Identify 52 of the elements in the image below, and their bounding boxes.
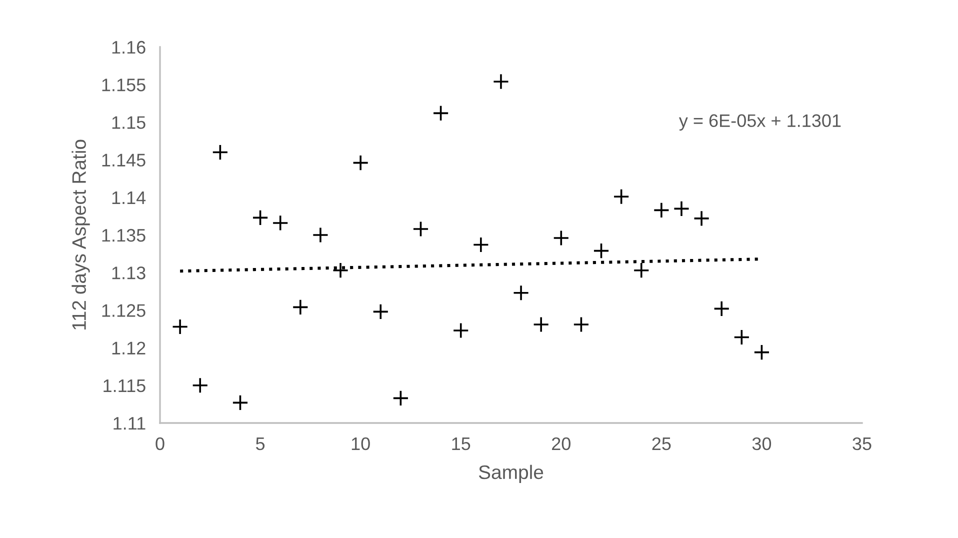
point xyxy=(212,144,228,160)
x-tick-label: 30 xyxy=(752,437,772,450)
y-tick-label: 1.11 xyxy=(114,417,146,430)
y-tick-label: 1.135 xyxy=(102,228,146,242)
annotation: y = 6E-05x + 1.1301 xyxy=(678,114,841,131)
point xyxy=(192,377,208,394)
point xyxy=(673,200,690,217)
x-tick-label: 25 xyxy=(652,437,671,450)
x-tick-label: 5 xyxy=(256,438,265,450)
point xyxy=(754,344,770,360)
point xyxy=(512,284,530,302)
point xyxy=(312,226,329,244)
point xyxy=(532,316,550,333)
y-tick-label: 1.115 xyxy=(104,380,146,392)
x-tick-label: 15 xyxy=(452,438,470,450)
point xyxy=(432,104,449,122)
y-tick-label: 1.145 xyxy=(102,154,146,167)
x-tick-label: 10 xyxy=(352,437,370,450)
point xyxy=(172,318,188,335)
point xyxy=(332,262,349,279)
point xyxy=(552,230,570,246)
point xyxy=(593,242,610,259)
y-tick-label: 1.15 xyxy=(112,116,146,129)
y-tick-label: 1.12 xyxy=(112,342,146,354)
point xyxy=(573,316,590,333)
point xyxy=(412,220,429,238)
point xyxy=(633,262,650,279)
point xyxy=(392,390,409,406)
point xyxy=(252,210,268,226)
y-tick-label: 1.155 xyxy=(102,78,146,92)
point xyxy=(713,300,730,317)
x-tick-label: 0 xyxy=(156,437,164,450)
y-tick-label: 1.14 xyxy=(112,192,146,204)
point xyxy=(292,299,309,316)
point xyxy=(452,322,470,339)
x-tick-label: 20 xyxy=(552,437,570,450)
x-axis-title: Sample xyxy=(478,464,544,483)
point xyxy=(232,394,248,411)
point xyxy=(492,73,510,90)
x-tick-label: 35 xyxy=(852,437,872,450)
point xyxy=(613,188,630,205)
point xyxy=(733,329,750,346)
point xyxy=(372,304,389,320)
y-axis-title: 112 days Aspect Ratio xyxy=(72,140,90,330)
y-tick-label: 1.125 xyxy=(102,304,146,317)
point xyxy=(272,214,289,232)
y-tick-label: 1.16 xyxy=(112,40,146,54)
point xyxy=(653,202,670,218)
point xyxy=(352,154,369,171)
point xyxy=(693,210,710,227)
y-tick-label: 1.13 xyxy=(112,266,146,280)
point xyxy=(472,236,490,253)
